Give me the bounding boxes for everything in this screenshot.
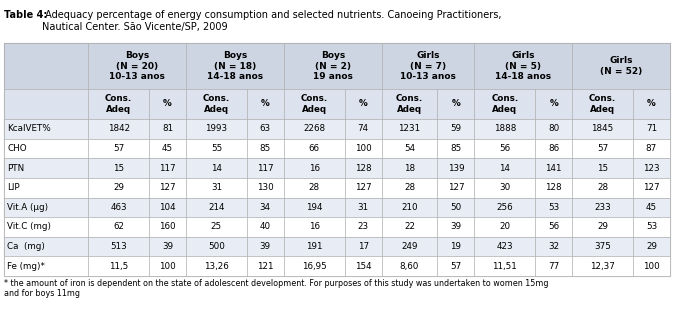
- Bar: [88, 178, 149, 197]
- Bar: [474, 197, 535, 217]
- Text: 66: 66: [309, 144, 319, 153]
- Bar: [88, 89, 149, 119]
- Text: %: %: [163, 100, 172, 108]
- Bar: [149, 158, 186, 178]
- Text: Girls
(N = 5)
14-18 anos: Girls (N = 5) 14-18 anos: [495, 51, 551, 81]
- Bar: [474, 119, 535, 139]
- Bar: [344, 89, 381, 119]
- Text: 54: 54: [404, 144, 415, 153]
- Text: 45: 45: [646, 203, 657, 212]
- Bar: [572, 43, 670, 89]
- Bar: [344, 256, 381, 276]
- Bar: [88, 43, 186, 89]
- Text: 50: 50: [450, 203, 462, 212]
- Text: 55: 55: [211, 144, 222, 153]
- Text: 233: 233: [594, 203, 611, 212]
- Text: 31: 31: [211, 183, 222, 192]
- Bar: [437, 139, 474, 158]
- Text: Boys
(N = 20)
10-13 anos: Boys (N = 20) 10-13 anos: [109, 51, 165, 81]
- Bar: [247, 89, 284, 119]
- Bar: [247, 139, 284, 158]
- Text: 17: 17: [358, 242, 369, 251]
- Text: 18: 18: [404, 163, 415, 173]
- Bar: [474, 256, 535, 276]
- Bar: [88, 256, 149, 276]
- Bar: [535, 119, 572, 139]
- Bar: [4, 89, 88, 119]
- Bar: [149, 119, 186, 139]
- Text: 139: 139: [448, 163, 464, 173]
- Bar: [535, 197, 572, 217]
- Text: 1231: 1231: [398, 124, 421, 133]
- Bar: [284, 139, 344, 158]
- Bar: [572, 237, 633, 256]
- Text: Cons.
Adeq: Cons. Adeq: [589, 94, 616, 114]
- Bar: [381, 89, 437, 119]
- Text: Vit.A (µg): Vit.A (µg): [7, 203, 48, 212]
- Bar: [149, 139, 186, 158]
- Text: 15: 15: [597, 163, 608, 173]
- Text: 77: 77: [548, 262, 559, 271]
- Bar: [247, 119, 284, 139]
- Text: Cons.
Adeq: Cons. Adeq: [301, 94, 328, 114]
- Bar: [284, 119, 344, 139]
- Text: 81: 81: [162, 124, 173, 133]
- Bar: [186, 89, 247, 119]
- Text: 1888: 1888: [493, 124, 516, 133]
- Bar: [284, 197, 344, 217]
- Text: 22: 22: [404, 222, 415, 232]
- Text: 57: 57: [597, 144, 608, 153]
- Text: 160: 160: [159, 222, 176, 232]
- Bar: [149, 237, 186, 256]
- Text: 100: 100: [355, 144, 371, 153]
- Text: Ca  (mg): Ca (mg): [7, 242, 45, 251]
- Text: 59: 59: [450, 124, 462, 133]
- Bar: [344, 178, 381, 197]
- Text: %: %: [647, 100, 656, 108]
- Bar: [4, 237, 88, 256]
- Bar: [437, 197, 474, 217]
- Bar: [247, 256, 284, 276]
- Bar: [88, 197, 149, 217]
- Bar: [344, 139, 381, 158]
- Text: 53: 53: [548, 203, 559, 212]
- Bar: [247, 197, 284, 217]
- Text: 16: 16: [309, 163, 319, 173]
- Text: 13,26: 13,26: [204, 262, 228, 271]
- Text: 128: 128: [545, 183, 562, 192]
- Text: 128: 128: [355, 163, 371, 173]
- Bar: [633, 197, 670, 217]
- Text: 85: 85: [259, 144, 271, 153]
- Text: 1842: 1842: [108, 124, 129, 133]
- Bar: [474, 43, 572, 89]
- Text: 100: 100: [643, 262, 660, 271]
- Text: 127: 127: [355, 183, 371, 192]
- Bar: [4, 256, 88, 276]
- Bar: [88, 139, 149, 158]
- Bar: [186, 256, 247, 276]
- Text: 39: 39: [259, 242, 271, 251]
- Text: 85: 85: [450, 144, 462, 153]
- Bar: [247, 237, 284, 256]
- Bar: [633, 237, 670, 256]
- Text: 29: 29: [597, 222, 608, 232]
- Bar: [186, 119, 247, 139]
- Bar: [344, 158, 381, 178]
- Text: 8,60: 8,60: [400, 262, 419, 271]
- Text: 127: 127: [159, 183, 176, 192]
- Text: 191: 191: [306, 242, 322, 251]
- Text: Vit.C (mg): Vit.C (mg): [7, 222, 51, 232]
- Bar: [88, 119, 149, 139]
- Text: 249: 249: [401, 242, 418, 251]
- Text: Fe (mg)*: Fe (mg)*: [7, 262, 45, 271]
- Bar: [633, 139, 670, 158]
- Bar: [437, 119, 474, 139]
- Bar: [284, 237, 344, 256]
- Text: 39: 39: [162, 242, 173, 251]
- Text: 31: 31: [358, 203, 369, 212]
- Text: 39: 39: [450, 222, 462, 232]
- Bar: [186, 217, 247, 237]
- Text: 14: 14: [499, 163, 510, 173]
- Text: 56: 56: [548, 222, 559, 232]
- Text: Cons.
Adeq: Cons. Adeq: [203, 94, 230, 114]
